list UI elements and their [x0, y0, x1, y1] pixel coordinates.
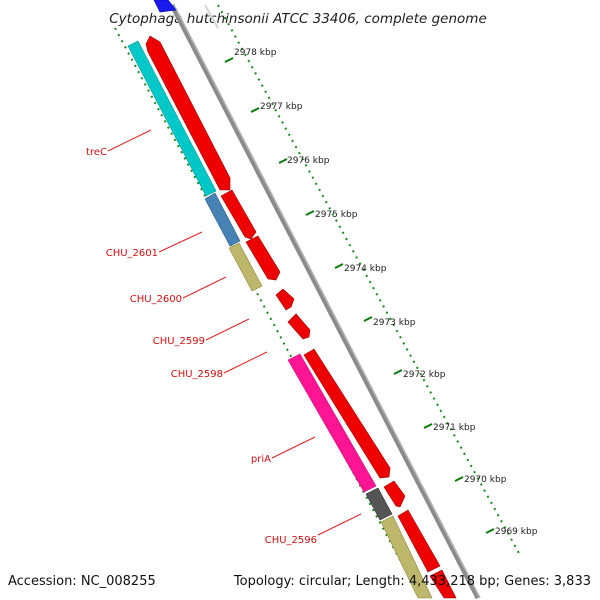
tick-label: 2975 kbp [315, 210, 358, 220]
label-leader-line [223, 351, 268, 374]
tick-label: 2972 kbp [403, 370, 446, 380]
map-title: Cytophaga hutchinsonii ATCC 33406, compl… [109, 11, 487, 27]
tick-mark [363, 316, 373, 322]
faint-top-line [204, 4, 219, 29]
tick-mark [278, 158, 288, 164]
gene-chu-2601[interactable] [204, 192, 241, 247]
tick-label: 2973 kbp [373, 318, 416, 328]
gene-label-pria[interactable]: priA [251, 454, 271, 465]
gene-label-chu-2598[interactable]: CHU_2598 [171, 369, 223, 380]
tick-mark [423, 423, 433, 429]
gene-chu-2596[interactable] [380, 515, 433, 599]
gene-red-9[interactable] [429, 569, 457, 599]
backbone-highlight [173, 4, 481, 599]
gene-label-chu-2599[interactable]: CHU_2599 [153, 336, 205, 347]
tick-mark [305, 210, 315, 216]
tick-mark [250, 107, 260, 113]
tick-label: 2970 kbp [464, 475, 507, 485]
tick-label: 2969 kbp [495, 527, 538, 537]
tick-label: 2976 kbp [287, 156, 330, 166]
gene-red-5[interactable] [287, 313, 311, 340]
tick-mark [454, 476, 464, 482]
scale-ticks: 2978 kbp 2977 kbp 2976 kbp 2975 kbp 2974… [224, 48, 538, 537]
gene-labels: treC CHU_2601 CHU_2600 CHU_2599 CHU_2598… [86, 129, 362, 546]
gene-red-2[interactable] [220, 189, 257, 240]
tick-mark [485, 528, 495, 534]
gene-label-chu-2596[interactable]: CHU_2596 [265, 535, 317, 546]
tick-label: 2971 kbp [433, 423, 476, 433]
gene-red-8[interactable] [397, 509, 441, 573]
gene-chu-2600[interactable] [228, 242, 263, 292]
gene-label-trec[interactable]: treC [86, 147, 107, 158]
tick-mark [224, 57, 234, 63]
gene-red-7[interactable] [383, 480, 406, 508]
gene-gray[interactable] [365, 487, 393, 521]
accession-text: Accession: NC_008255 [8, 574, 156, 589]
gene-pria[interactable] [287, 353, 377, 493]
tick-label: 2977 kbp [260, 102, 303, 112]
gene-label-chu-2601[interactable]: CHU_2601 [106, 248, 158, 259]
gene-red-4[interactable] [275, 288, 295, 311]
gene-trec[interactable] [127, 40, 217, 197]
tick-mark [393, 369, 403, 375]
topology-summary-text: Topology: circular; Length: 4,433,218 bp… [233, 574, 591, 589]
gene-red-3[interactable] [245, 235, 281, 281]
label-leader-line [158, 231, 203, 253]
gene-red-1[interactable] [145, 35, 231, 191]
label-leader-line [317, 513, 362, 536]
tick-label: 2978 kbp [234, 48, 277, 58]
label-leader-line [182, 276, 227, 299]
backbone-line [169, 3, 481, 600]
label-leader-line [205, 318, 250, 341]
label-leader-line [107, 129, 152, 152]
inner-dotted-line [114, 27, 401, 561]
tick-mark [334, 263, 344, 269]
label-leader-line [271, 436, 316, 459]
outer-scale-dotted-line [217, 4, 521, 556]
tick-label: 2974 kbp [344, 264, 387, 274]
gene-label-chu-2600[interactable]: CHU_2600 [130, 294, 182, 305]
gene-red-6[interactable] [303, 348, 391, 479]
gene-blue-top[interactable] [153, 0, 177, 13]
